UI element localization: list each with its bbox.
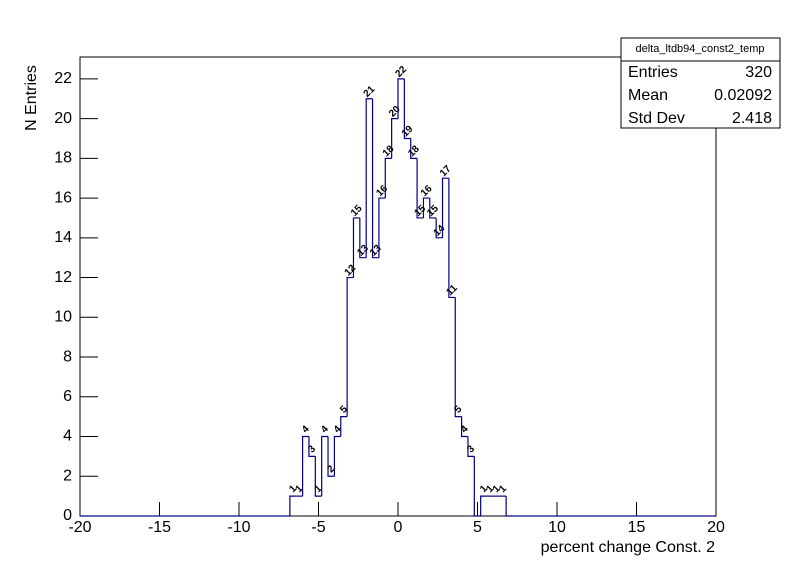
histogram-bin	[391, 117, 398, 159]
x-tick-label: 5	[473, 519, 482, 536]
histogram-bin	[410, 138, 418, 159]
histogram-bin	[467, 436, 475, 457]
histogram-bin	[448, 178, 456, 299]
histogram-bin	[403, 78, 411, 140]
histogram-bin	[327, 436, 335, 477]
histogram-bin	[340, 416, 348, 437]
histogram-bin	[429, 198, 437, 219]
histogram-bin	[289, 495, 297, 516]
x-axis-label: percent change Const. 2	[541, 539, 715, 556]
y-tick-label: 10	[54, 309, 72, 326]
y-tick-label: 16	[54, 189, 72, 206]
stats-value: 2.418	[732, 110, 772, 127]
stats-title: delta_ltdb94_const2_temp	[635, 43, 764, 55]
x-tick-label: -20	[68, 519, 91, 536]
histogram-bin	[321, 435, 329, 497]
stats-label: Entries	[628, 64, 678, 81]
y-tick-label: 2	[63, 467, 72, 484]
y-tick-label: 8	[63, 348, 72, 365]
y-tick-label: 12	[54, 269, 72, 286]
y-axis-label: N Entries	[23, 65, 40, 131]
histogram-bin	[314, 456, 322, 497]
y-tick-label: 14	[54, 229, 72, 246]
histogram-bin	[384, 157, 392, 199]
x-tick-label: 0	[394, 519, 403, 536]
stats-value: 320	[745, 64, 772, 81]
x-tick-label: 20	[707, 519, 725, 536]
y-tick-label: 18	[54, 150, 72, 167]
x-tick-label: -15	[148, 519, 171, 536]
x-tick-label: 10	[548, 519, 566, 536]
histogram-bin	[352, 217, 360, 278]
histogram-bin	[441, 177, 449, 238]
x-tick-label: 15	[628, 519, 646, 536]
histogram-bin	[505, 496, 513, 517]
y-tick-label: 0	[63, 507, 72, 524]
x-tick-label: -10	[227, 519, 250, 536]
histogram-bin	[416, 158, 424, 219]
x-tick-label: -5	[311, 519, 325, 536]
stats-label: Std Dev	[628, 110, 685, 127]
y-tick-label: 20	[54, 110, 72, 127]
stats-box: delta_ltdb94_const2_temp Entries 320 Mea…	[620, 37, 781, 129]
histogram-bin	[302, 435, 309, 497]
histogram-bin	[454, 297, 462, 418]
histogram-bin	[461, 416, 468, 438]
histogram-bin	[308, 436, 316, 457]
y-tick-label: 4	[63, 428, 72, 445]
histogram-bin	[333, 435, 341, 477]
histogram-bin	[371, 98, 379, 259]
y-tick-label: 22	[54, 70, 72, 87]
histogram-bin	[435, 217, 443, 239]
histogram-bin	[365, 98, 373, 258]
histogram-bin	[378, 197, 386, 258]
histogram-bin	[480, 495, 488, 516]
histogram-bin	[359, 217, 367, 259]
histogram-bin	[397, 78, 405, 119]
stats-frame	[620, 37, 781, 129]
histogram-bin	[346, 276, 354, 417]
histogram-bin	[422, 197, 430, 218]
stats-value: 0.02092	[714, 87, 772, 104]
histogram-bin	[473, 456, 481, 517]
stats-label: Mean	[628, 87, 668, 104]
y-tick-label: 6	[63, 388, 72, 405]
